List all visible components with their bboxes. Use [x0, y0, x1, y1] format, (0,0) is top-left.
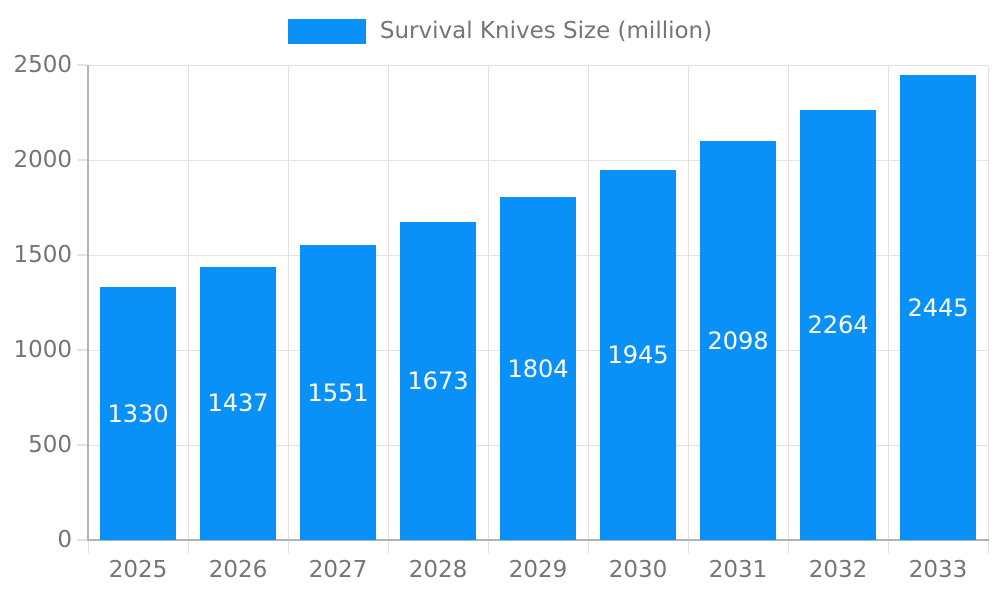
y-axis-tick — [77, 254, 87, 256]
bar-value-label: 2264 — [807, 310, 869, 339]
bar-2027[interactable] — [300, 245, 376, 540]
bar-2031[interactable] — [700, 141, 776, 540]
x-axis-category-label: 2033 — [908, 557, 968, 583]
legend[interactable]: Survival Knives Size (million) — [0, 17, 1000, 45]
y-axis-line — [87, 65, 89, 541]
gridline-vertical — [687, 65, 689, 540]
legend-label: Survival Knives Size (million) — [379, 18, 713, 44]
bar-2029[interactable] — [500, 197, 576, 540]
bar-2025[interactable] — [100, 287, 176, 540]
y-axis-tick-label: 1500 — [13, 242, 72, 268]
y-axis-tick-label: 2000 — [13, 147, 72, 173]
bar-value-label: 1945 — [607, 341, 669, 370]
bar-2030[interactable] — [600, 170, 676, 540]
x-axis-category-label: 2028 — [408, 557, 468, 583]
bar-2026[interactable] — [200, 266, 276, 540]
y-axis-tick-label: 2500 — [13, 52, 72, 78]
bar-2028[interactable] — [400, 222, 476, 540]
gridline-vertical — [587, 65, 589, 540]
y-axis-tick — [77, 539, 87, 541]
bar-value-label: 1804 — [507, 354, 569, 383]
y-axis-tick-label: 0 — [57, 527, 72, 553]
x-axis-tick — [387, 540, 389, 554]
gridline-vertical — [987, 65, 989, 540]
bar-value-label: 1437 — [207, 389, 269, 418]
bar-2033[interactable] — [900, 75, 976, 540]
y-axis-tick — [77, 159, 87, 161]
x-axis-tick — [287, 540, 289, 554]
x-axis-tick — [87, 540, 89, 554]
bar-value-label: 1330 — [107, 399, 169, 428]
gridline-vertical — [287, 65, 289, 540]
x-axis-category-label: 2031 — [708, 557, 768, 583]
y-axis-tick — [77, 444, 87, 446]
bar-value-label: 2445 — [907, 293, 969, 322]
bar-value-label: 1673 — [407, 367, 469, 396]
legend-swatch-icon — [287, 18, 366, 44]
y-axis-tick — [77, 64, 87, 66]
x-axis-category-label: 2027 — [308, 557, 368, 583]
x-axis-category-label: 2030 — [608, 557, 668, 583]
gridline-vertical — [387, 65, 389, 540]
x-axis-tick — [487, 540, 489, 554]
bar-value-label: 2098 — [707, 326, 769, 355]
x-axis-category-label: 2025 — [108, 557, 168, 583]
x-axis-category-label: 2026 — [208, 557, 268, 583]
y-axis-tick — [77, 349, 87, 351]
x-axis-tick — [687, 540, 689, 554]
x-axis-tick — [887, 540, 889, 554]
gridline-horizontal — [88, 159, 988, 161]
x-axis-tick — [987, 540, 989, 554]
x-axis-tick — [587, 540, 589, 554]
gridline-vertical — [187, 65, 189, 540]
y-axis-tick-label: 500 — [28, 432, 72, 458]
gridline-vertical — [787, 65, 789, 540]
x-axis-category-label: 2032 — [808, 557, 868, 583]
x-axis-category-label: 2029 — [508, 557, 568, 583]
x-axis-tick — [787, 540, 789, 554]
gridline-vertical — [487, 65, 489, 540]
bar-2032[interactable] — [800, 109, 876, 540]
y-axis-tick-label: 1000 — [13, 337, 72, 363]
x-axis-tick — [187, 540, 189, 554]
gridline-vertical — [887, 65, 889, 540]
bar-value-label: 1551 — [307, 378, 369, 407]
x-axis-line — [87, 539, 989, 541]
gridline-horizontal — [88, 64, 988, 66]
